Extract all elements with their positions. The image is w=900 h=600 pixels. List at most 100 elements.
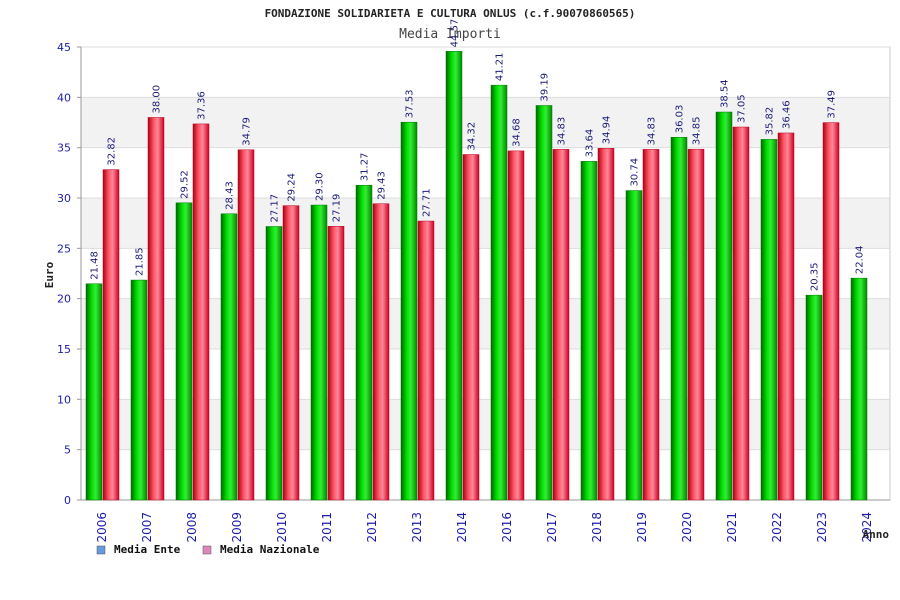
data-label: 29.30 [315,172,326,201]
data-label: 34.79 [242,117,253,146]
bar [265,226,283,501]
x-tick-label: 2009 [230,512,244,543]
data-label: 36.03 [675,105,686,134]
y-axis-ticks: 0 5 10 15 20 25 30 35 40 45 [57,41,890,507]
data-label: 34.83 [557,117,568,146]
data-label: 22.04 [855,245,866,274]
data-label: 29.24 [287,173,298,202]
data-label: 33.64 [585,129,596,158]
x-tick-label: 2010 [275,512,289,543]
data-label: 37.49 [827,90,838,119]
data-label: 41.21 [495,53,506,82]
x-axis-label: Anno [863,528,890,541]
data-label: 37.36 [197,91,208,120]
x-tick-label: 2007 [140,512,154,543]
chart-subtitle: Media Importi [399,27,501,42]
bar [687,148,705,501]
x-tick-label: 2012 [365,512,379,543]
chart-title: FONDAZIONE SOLIDARIETA E CULTURA ONLUS (… [265,7,636,20]
y-tick-label: 0 [64,494,71,507]
bar [310,204,328,501]
bar [552,149,570,501]
bar [490,84,508,501]
data-label: 27.17 [270,194,281,223]
data-label: 39.19 [540,73,551,102]
x-axis-ticks: 2006 2007 2008 2009 2010 2011 2012 2013 2014 2016… [95,512,874,543]
bar [642,149,660,501]
bar [355,184,373,501]
bar [597,148,615,501]
y-tick-label: 45 [57,41,71,54]
data-label: 29.52 [180,170,191,199]
bar [507,150,525,501]
data-label: 35.82 [765,107,776,136]
x-tick-label: 2019 [635,512,649,543]
x-tick-label: 2016 [500,512,514,543]
plot-band [81,349,890,400]
y-tick-label: 20 [57,293,71,306]
data-label: 36.46 [782,100,793,129]
data-label: 20.35 [810,263,821,292]
data-label: 44.57 [450,19,461,48]
plot-band [81,449,890,500]
bar [732,126,750,501]
data-label: 34.32 [467,122,478,151]
y-tick-label: 30 [57,192,71,205]
bar [445,51,463,501]
x-tick-label: 2022 [770,512,784,543]
data-label: 27.19 [332,194,343,223]
data-label: 21.85 [135,247,146,276]
data-label: 30.74 [630,158,641,187]
y-tick-label: 40 [57,91,71,104]
bar [327,226,345,501]
x-tick-label: 2013 [410,512,424,543]
data-label: 34.68 [512,118,523,147]
bar [372,203,390,501]
bars: 21.48 32.82 21.85 38.00 29.52 37.36 28.43 34.79… [85,19,868,501]
bar [417,220,435,501]
bar [102,169,120,501]
data-label: 38.00 [152,85,163,114]
y-tick-label: 5 [64,444,71,457]
bar [822,122,840,501]
bar [805,294,823,501]
plot-band [81,97,890,148]
legend-label: Media Nazionale [220,543,320,556]
y-tick-label: 25 [57,242,71,255]
data-label: 37.05 [737,94,748,123]
plot-band [81,399,890,450]
bar [147,117,165,501]
legend-swatch [202,545,212,555]
x-tick-label: 2023 [815,512,829,543]
y-axis-label: Euro [43,261,56,288]
data-label: 28.43 [225,181,236,210]
y-tick-label: 35 [57,142,71,155]
bar [625,190,643,501]
x-tick-label: 2021 [725,512,739,543]
data-label: 21.48 [90,251,101,280]
legend: Media Ente Media Nazionale [96,543,320,556]
bar [192,123,210,501]
bar [850,277,868,501]
plot-band [81,147,890,198]
plot-band [81,248,890,299]
bar [175,202,193,501]
data-label: 34.94 [602,116,613,145]
data-label: 37.53 [405,90,416,119]
bar [760,139,778,501]
bar [85,283,103,501]
data-label: 29.43 [377,171,388,200]
x-tick-label: 2008 [185,512,199,543]
data-label: 38.54 [720,79,731,108]
plot-background [80,46,891,501]
bar [400,121,418,501]
data-label: 31.27 [360,153,371,182]
bar [282,205,300,501]
plot-band [81,298,890,349]
bar [220,213,238,501]
x-tick-label: 2024 [860,512,874,543]
bar [670,137,688,501]
legend-label: Media Ente [114,543,181,556]
y-tick-label: 15 [57,343,71,356]
